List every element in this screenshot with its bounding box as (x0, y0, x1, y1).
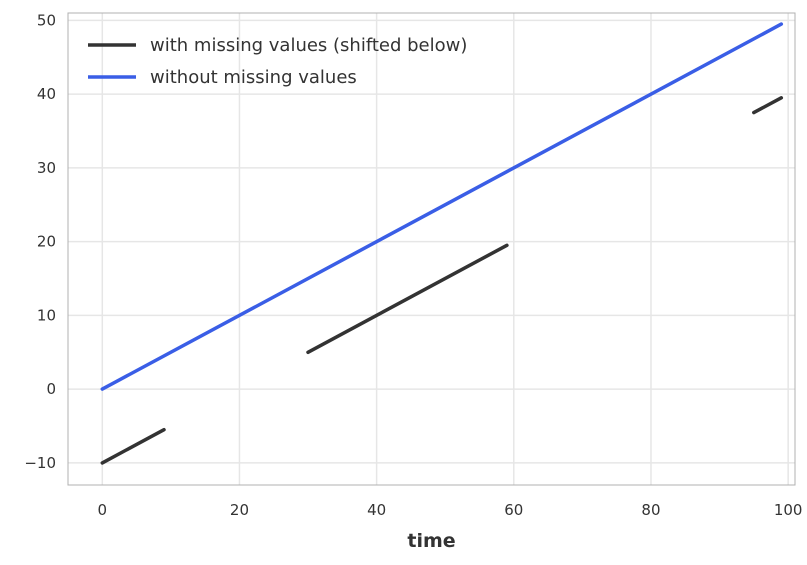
x-axis-ticks: 0 20 40 60 80 100 (98, 501, 803, 519)
y-tick-label: 50 (37, 11, 56, 29)
legend-label-0: with missing values (shifted below) (150, 35, 467, 56)
series-0-segment-0 (100, 427, 166, 465)
y-tick-label: −10 (24, 454, 56, 472)
y-tick-label: 40 (37, 85, 56, 103)
y-tick-label: 20 (37, 233, 56, 251)
legend: with missing values (shifted below) witho… (88, 35, 467, 88)
y-tick-label: 0 (46, 380, 56, 398)
x-tick-label: 40 (367, 501, 386, 519)
x-axis-label: time (407, 530, 455, 552)
series-1-segment-0 (100, 22, 784, 391)
plot-frame (67, 12, 796, 486)
x-tick-label: 0 (98, 501, 108, 519)
series-layer (100, 22, 784, 465)
x-tick-label: 20 (230, 501, 249, 519)
x-tick-label: 80 (641, 501, 660, 519)
x-tick-label: 60 (504, 501, 523, 519)
series-0-segment-2 (752, 96, 784, 115)
x-tick-label: 100 (774, 501, 803, 519)
y-tick-label: 30 (37, 159, 56, 177)
y-axis-ticks: −10 0 10 20 30 40 50 (24, 11, 56, 472)
legend-label-1: without missing values (150, 67, 357, 88)
series-0-segment-1 (306, 243, 509, 355)
grid (68, 13, 795, 485)
y-tick-label: 10 (37, 306, 56, 324)
